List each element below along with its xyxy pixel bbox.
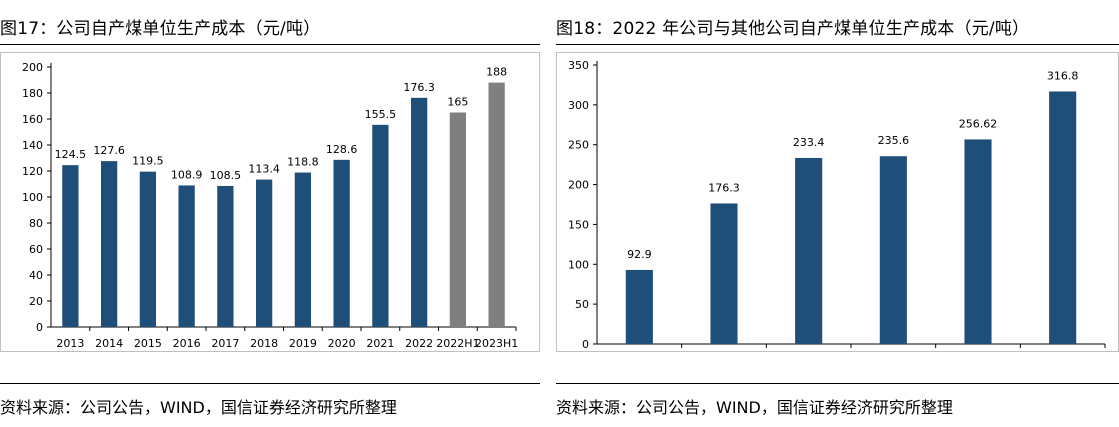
data-label: 165 xyxy=(447,96,468,109)
y-tick-label: 0 xyxy=(582,338,589,351)
x-category-label: 2017 xyxy=(211,337,239,350)
title-divider xyxy=(556,44,1119,45)
figure-18-source-note: 资料来源：公司公告，WIND，国信证券经济研究所整理 xyxy=(556,398,953,417)
bar-2019 xyxy=(294,172,312,327)
data-label: 108.5 xyxy=(210,169,242,182)
y-tick-label: 300 xyxy=(568,99,589,112)
x-category-label: 2014 xyxy=(95,337,123,350)
bar-中国神华 xyxy=(710,203,738,344)
data-label: 256.62 xyxy=(959,117,998,130)
source-divider xyxy=(0,383,540,384)
y-tick-label: 120 xyxy=(22,165,43,178)
data-label: 118.8 xyxy=(287,156,319,169)
bar-中煤能源 xyxy=(964,139,992,344)
figure-18-chart-frame: 05010015020025030035092.9电投能源176.3中国神华23… xyxy=(556,52,1119,352)
y-tick-label: 150 xyxy=(568,218,589,231)
bar-2022 xyxy=(410,97,428,327)
data-label: 188 xyxy=(486,66,507,79)
bar-兖矿能源 xyxy=(1049,91,1077,344)
data-label: 176.3 xyxy=(403,81,435,94)
x-category-label: 2019 xyxy=(289,337,317,350)
bar-陕西煤业 xyxy=(879,156,907,344)
y-tick-label: 60 xyxy=(29,243,43,256)
y-tick-label: 100 xyxy=(22,191,43,204)
data-label: 128.6 xyxy=(326,143,358,156)
data-label: 127.6 xyxy=(93,144,125,157)
data-label: 176.3 xyxy=(708,181,740,194)
x-category-label: 2013 xyxy=(56,337,84,350)
bar-2014 xyxy=(100,161,118,327)
data-label: 316.8 xyxy=(1047,69,1079,82)
y-tick-label: 200 xyxy=(568,179,589,192)
data-label: 124.5 xyxy=(55,148,87,161)
y-tick-label: 250 xyxy=(568,139,589,152)
x-category-label: 2018 xyxy=(250,337,278,350)
figure-17-panel: 图17：公司自产煤单位生产成本（元/吨） 0 20 40 60 80 100 120 140 1… xyxy=(0,0,540,427)
bar-2016 xyxy=(178,185,195,327)
figure-18-panel: 图18：2022 年公司与其他公司自产煤单位生产成本（元/吨） 0 50 100 15… xyxy=(556,0,1119,427)
bar-2017 xyxy=(217,185,234,327)
y-tick-label: 40 xyxy=(29,269,43,282)
y-tick-label: 140 xyxy=(22,139,43,152)
data-label: 235.6 xyxy=(878,134,910,147)
bar-电投能源 xyxy=(625,269,653,344)
y-tick-label: 160 xyxy=(22,113,43,126)
source-divider xyxy=(556,383,1119,384)
bar-2021 xyxy=(372,124,389,327)
bar-2018 xyxy=(255,179,273,327)
figure-17-source-note: 资料来源：公司公告，WIND，国信证券经济研究所整理 xyxy=(0,398,397,417)
data-label: 233.4 xyxy=(793,136,825,149)
data-label: 155.5 xyxy=(365,108,397,121)
y-tick-label: 50 xyxy=(575,298,589,311)
y-tick-label: 100 xyxy=(568,258,589,271)
data-label: 108.9 xyxy=(171,168,203,181)
x-category-label: 2021 xyxy=(366,337,394,350)
x-category-label: 2016 xyxy=(173,337,201,350)
figure-17-bar-chart: 0 20 40 60 80 100 120 140 160 180 200 124.5 2013 127.… xyxy=(22,61,518,350)
bar-2015 xyxy=(139,171,157,327)
y-tick-label: 350 xyxy=(568,59,589,72)
bar-2013 xyxy=(62,165,79,327)
figure-17-chart-frame: 0 20 40 60 80 100 120 140 160 180 200 124.5 2013 127.… xyxy=(0,52,540,352)
y-tick-label: 80 xyxy=(29,217,43,230)
data-label: 113.4 xyxy=(248,163,280,176)
data-label: 92.9 xyxy=(627,248,652,261)
bar-晋控煤业 xyxy=(795,157,823,344)
bar-2020 xyxy=(333,159,350,327)
x-category-label: 2015 xyxy=(134,337,162,350)
figure-17-title: 图17：公司自产煤单位生产成本（元/吨） xyxy=(0,19,321,39)
bar-2022H1 xyxy=(449,112,467,327)
x-category-label: 2022H1 xyxy=(436,337,479,350)
x-category-label: 2020 xyxy=(328,337,356,350)
y-tick-label: 20 xyxy=(29,295,43,308)
x-category-label: 2022 xyxy=(405,337,433,350)
bar-2023H1 xyxy=(488,82,505,327)
y-tick-label: 180 xyxy=(22,87,43,100)
y-tick-label: 200 xyxy=(22,61,43,74)
y-tick-label: 0 xyxy=(36,321,43,334)
figure-18-bar-chart: 05010015020025030035092.9电投能源176.3中国神华23… xyxy=(568,59,1106,351)
data-label: 119.5 xyxy=(132,155,164,168)
x-category-label: 2023H1 xyxy=(475,337,518,350)
figure-18-title: 图18：2022 年公司与其他公司自产煤单位生产成本（元/吨） xyxy=(556,19,1030,39)
title-divider xyxy=(0,44,540,45)
